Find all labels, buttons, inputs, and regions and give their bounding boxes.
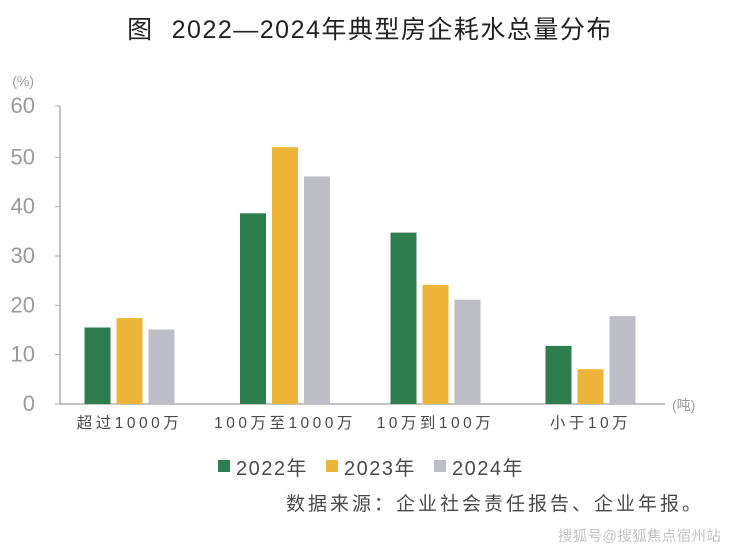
svg-text:2023年: 2023年 bbox=[344, 457, 416, 480]
svg-text:(吨): (吨) bbox=[672, 397, 695, 413]
svg-text:(%): (%) bbox=[12, 73, 34, 89]
svg-text:30: 30 bbox=[11, 243, 35, 268]
svg-text:2022年: 2022年 bbox=[236, 457, 308, 480]
svg-text:搜狐号@搜狐焦点宿州站: 搜狐号@搜狐焦点宿州站 bbox=[558, 528, 721, 545]
svg-text:60: 60 bbox=[11, 93, 35, 118]
svg-text:50: 50 bbox=[11, 144, 35, 169]
svg-text:40: 40 bbox=[11, 194, 35, 219]
svg-text:超过1000万: 超过1000万 bbox=[77, 414, 182, 432]
svg-text:2024年: 2024年 bbox=[452, 457, 524, 480]
svg-text:10万到100万: 10万到100万 bbox=[377, 414, 495, 432]
svg-text:10: 10 bbox=[11, 342, 35, 367]
svg-text:100万至1000万: 100万至1000万 bbox=[214, 415, 356, 432]
svg-text:小于10万: 小于10万 bbox=[550, 414, 631, 432]
svg-text:0: 0 bbox=[23, 391, 35, 416]
svg-text:20: 20 bbox=[11, 292, 35, 317]
svg-text:数据来源：企业社会责任报告、企业年报。: 数据来源：企业社会责任报告、企业年报。 bbox=[286, 493, 704, 515]
